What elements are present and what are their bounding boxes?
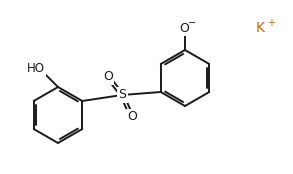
Text: +: + — [267, 18, 275, 28]
Text: −: − — [188, 18, 196, 28]
Text: K: K — [256, 21, 265, 35]
Text: S: S — [118, 89, 126, 101]
Text: O: O — [103, 70, 113, 84]
Text: O: O — [127, 110, 137, 124]
Text: O: O — [179, 22, 189, 34]
Text: HO: HO — [27, 62, 45, 76]
